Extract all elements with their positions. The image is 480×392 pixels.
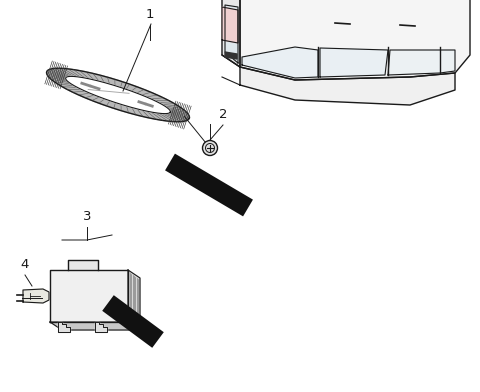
Polygon shape (23, 289, 49, 303)
Text: 3: 3 (83, 210, 91, 223)
Polygon shape (225, 5, 238, 63)
Polygon shape (242, 47, 318, 78)
Polygon shape (222, 0, 240, 67)
Polygon shape (66, 76, 170, 114)
Polygon shape (225, 52, 237, 59)
Circle shape (203, 140, 217, 156)
Text: 4: 4 (21, 258, 29, 271)
Polygon shape (240, 0, 470, 80)
Text: 2: 2 (219, 108, 227, 121)
Polygon shape (50, 322, 140, 330)
Polygon shape (95, 322, 107, 332)
Polygon shape (50, 270, 128, 322)
Polygon shape (388, 50, 455, 75)
Text: 1: 1 (146, 8, 154, 21)
Polygon shape (128, 270, 140, 330)
Polygon shape (320, 48, 388, 77)
Polygon shape (58, 322, 70, 332)
Polygon shape (68, 260, 98, 270)
Polygon shape (222, 7, 238, 43)
Polygon shape (240, 67, 455, 105)
Polygon shape (47, 68, 190, 122)
